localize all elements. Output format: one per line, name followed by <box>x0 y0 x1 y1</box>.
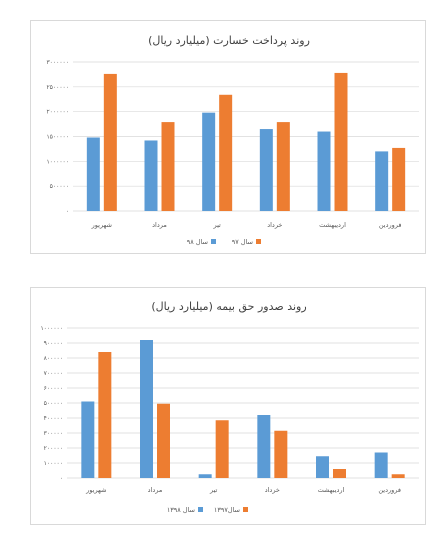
category-label: فروردین <box>378 486 401 494</box>
legend-swatch <box>243 507 248 512</box>
y-tick-label: ۰ <box>66 208 69 215</box>
category-label: شهریور <box>91 221 112 229</box>
bar-series-a <box>374 452 388 478</box>
y-tick-label: ۸۰۰۰۰۰ <box>44 355 63 362</box>
chart-title: روند صدور حق بیمه (میلیارد ریال) <box>151 300 306 314</box>
y-tick-label: ۲۵۰۰۰۰۰ <box>46 84 69 91</box>
y-tick-label: ۴۰۰۰۰۰ <box>44 415 63 422</box>
bar-series-a <box>257 415 271 478</box>
bar-series-a <box>316 456 329 478</box>
y-tick-label: ۵۰۰۰۰۰ <box>50 183 69 190</box>
bar-series-b <box>157 403 170 478</box>
bar-series-b <box>103 73 117 211</box>
bar-series-a <box>81 401 95 478</box>
legend: سال ۹۸ سال ۹۷ <box>187 238 261 246</box>
legend-label: سال ۹۸ <box>187 238 208 246</box>
legend: سال ۱۳۹۸ سال۱۳۹۷ <box>167 506 248 514</box>
legend-label: سال ۹۷ <box>232 238 253 246</box>
y-tick-label: ۱۰۰۰۰۰ <box>44 460 63 467</box>
category-label: تیر <box>212 221 221 229</box>
bar-series-a <box>140 340 153 478</box>
legend-swatch <box>198 507 203 512</box>
bar-series-b <box>333 469 346 478</box>
legend-swatch <box>256 239 261 244</box>
bar-series-b <box>334 72 348 211</box>
claims-payment-chart: روند پرداخت خسارت (میلیارد ریال) ۰ ۵۰۰۰۰۰… <box>30 20 426 254</box>
category-label: شهریور <box>85 486 106 494</box>
y-tick-label: ۶۰۰۰۰۰ <box>44 385 63 392</box>
bar-series-b <box>219 94 233 211</box>
y-tick-label: ۱۰۰۰۰۰۰ <box>46 158 69 165</box>
bar-series-b <box>98 352 112 478</box>
category-label: مرداد <box>148 486 163 494</box>
category-label: خرداد <box>267 221 282 229</box>
legend-label: سال۱۳۹۷ <box>214 506 240 514</box>
bar-series-a <box>317 131 331 211</box>
bar-series-b <box>215 420 229 478</box>
category-label: خرداد <box>265 486 280 494</box>
legend-swatch <box>211 239 216 244</box>
bar-series-a <box>198 474 212 478</box>
claims-payment-chart-svg: روند پرداخت خسارت (میلیارد ریال) ۰ ۵۰۰۰۰۰… <box>46 34 419 246</box>
legend-label: سال ۱۳۹۸ <box>167 506 195 514</box>
bar-series-b <box>276 122 290 211</box>
bar-series-b <box>161 122 175 211</box>
y-tick-label: ۳۰۰۰۰۰۰ <box>46 59 69 66</box>
category-label: تیر <box>209 486 218 494</box>
bar-series-a <box>375 151 389 211</box>
y-tick-label: ۳۰۰۰۰۰ <box>44 430 63 437</box>
bar-series-b <box>392 147 406 211</box>
premium-issuance-chart-svg: روند صدور حق بیمه (میلیارد ریال) ۰ ۱۰۰۰۰۰… <box>40 300 419 514</box>
bar-series-a <box>144 140 158 211</box>
y-tick-label: ۱۰۰۰۰۰۰ <box>40 325 63 332</box>
bar-series-b <box>274 430 288 478</box>
y-tick-label: ۹۰۰۰۰۰ <box>44 340 63 347</box>
bar-series-a <box>259 129 273 211</box>
category-label: فروردین <box>379 221 402 229</box>
y-tick-label: ۱۵۰۰۰۰۰ <box>46 134 69 141</box>
y-tick-label: ۷۰۰۰۰۰ <box>44 370 63 377</box>
category-label: اردیبهشت <box>318 486 345 494</box>
premium-issuance-chart: روند صدور حق بیمه (میلیارد ریال) ۰ ۱۰۰۰۰۰… <box>30 287 426 525</box>
y-tick-label: ۲۰۰۰۰۰ <box>44 445 63 452</box>
category-label: اردیبهشت <box>319 221 346 229</box>
category-label: مرداد <box>152 221 167 229</box>
chart-title: روند پرداخت خسارت (میلیارد ریال) <box>148 34 310 47</box>
bar-series-a <box>202 112 216 211</box>
y-tick-label: ۲۰۰۰۰۰۰ <box>46 109 69 116</box>
bar-series-a <box>86 137 100 211</box>
y-tick-label: ۰ <box>60 475 63 482</box>
bar-series-b <box>391 474 405 478</box>
y-tick-label: ۵۰۰۰۰۰ <box>44 400 63 407</box>
